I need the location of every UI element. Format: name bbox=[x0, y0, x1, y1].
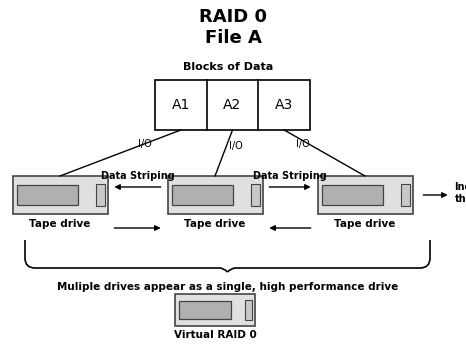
FancyBboxPatch shape bbox=[167, 176, 262, 214]
Text: Muliple drives appear as a single, high performance drive: Muliple drives appear as a single, high … bbox=[57, 282, 398, 292]
FancyBboxPatch shape bbox=[251, 184, 260, 206]
Text: Tape drive: Tape drive bbox=[334, 219, 396, 229]
FancyBboxPatch shape bbox=[317, 176, 412, 214]
FancyBboxPatch shape bbox=[16, 184, 78, 205]
FancyBboxPatch shape bbox=[13, 176, 108, 214]
Text: A3: A3 bbox=[275, 98, 293, 112]
FancyBboxPatch shape bbox=[322, 184, 383, 205]
FancyBboxPatch shape bbox=[96, 184, 104, 206]
Bar bbox=[155, 80, 310, 130]
Text: Tape drive: Tape drive bbox=[185, 219, 246, 229]
Text: Tape drive: Tape drive bbox=[29, 219, 91, 229]
Text: Blocks of Data: Blocks of Data bbox=[183, 62, 273, 72]
Text: Virtual RAID 0: Virtual RAID 0 bbox=[174, 330, 256, 340]
Text: Data Striping: Data Striping bbox=[101, 171, 174, 181]
Text: RAID 0
File A: RAID 0 File A bbox=[199, 8, 267, 47]
FancyBboxPatch shape bbox=[401, 184, 410, 206]
Text: I/O: I/O bbox=[229, 141, 243, 151]
FancyBboxPatch shape bbox=[171, 184, 233, 205]
Text: I/O: I/O bbox=[295, 139, 309, 149]
Text: A2: A2 bbox=[223, 98, 242, 112]
Text: Increased
throughput: Increased throughput bbox=[454, 182, 466, 204]
Text: I/O: I/O bbox=[137, 139, 151, 149]
FancyBboxPatch shape bbox=[245, 300, 252, 319]
FancyBboxPatch shape bbox=[175, 294, 255, 326]
Text: A1: A1 bbox=[171, 98, 190, 112]
FancyBboxPatch shape bbox=[179, 301, 231, 319]
Text: Data Striping: Data Striping bbox=[253, 171, 327, 181]
